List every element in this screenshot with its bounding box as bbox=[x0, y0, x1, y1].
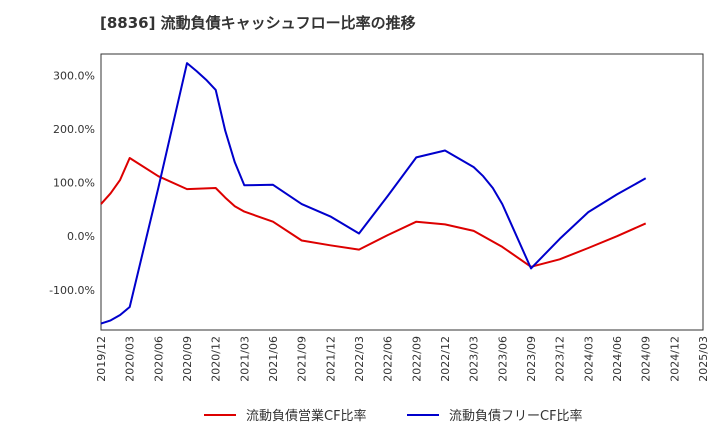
x-tick-label: 2021/12 bbox=[324, 336, 337, 382]
x-tick-label: 2022/09 bbox=[410, 336, 423, 382]
y-tick-label: 200.0% bbox=[53, 123, 95, 136]
x-tick-label: 2022/03 bbox=[353, 336, 366, 382]
x-tick-label: 2025/03 bbox=[697, 336, 710, 382]
x-tick-label: 2020/06 bbox=[152, 336, 165, 382]
x-tick-label: 2020/09 bbox=[181, 336, 194, 382]
y-tick-label: 0.0% bbox=[67, 230, 95, 243]
y-tick-label: 300.0% bbox=[53, 69, 95, 82]
series-line-0 bbox=[100, 157, 647, 268]
x-tick-label: 2021/03 bbox=[238, 336, 251, 382]
x-tick-label: 2021/09 bbox=[296, 336, 309, 382]
x-tick-label: 2024/09 bbox=[640, 336, 653, 382]
legend: 流動負債営業CF比率 流動負債フリーCF比率 bbox=[204, 408, 583, 424]
y-tick-label: 100.0% bbox=[53, 177, 95, 190]
x-tick-label: 2022/06 bbox=[382, 336, 395, 382]
x-tick-label: 2024/06 bbox=[611, 336, 624, 382]
series-lines bbox=[100, 62, 647, 325]
series-line-1 bbox=[100, 62, 647, 325]
x-tick-label: 2021/06 bbox=[267, 336, 280, 382]
chart-title: [8836] 流動負債キャッシュフロー比率の推移 bbox=[100, 14, 416, 32]
x-tick-label: 2023/12 bbox=[554, 336, 567, 382]
axes: 2019/12 2020/03 2020/06 2020/09 2020/12 2021/… bbox=[49, 53, 710, 382]
legend-label-1: 流動負債フリーCF比率 bbox=[449, 408, 583, 424]
y-tick-label: -100.0% bbox=[49, 284, 95, 297]
x-tick-label: 2024/03 bbox=[582, 336, 595, 382]
x-tick-label: 2023/09 bbox=[525, 336, 538, 382]
x-tick-label: 2024/12 bbox=[668, 336, 681, 382]
x-tick-label: 2022/12 bbox=[439, 336, 452, 382]
x-tick-label: 2020/12 bbox=[210, 336, 223, 382]
x-tick-label: 2023/06 bbox=[496, 336, 509, 382]
plot-frame bbox=[100, 53, 704, 331]
x-tick-label: 2019/12 bbox=[95, 336, 108, 382]
x-tick-label: 2020/03 bbox=[124, 336, 137, 382]
legend-label-0: 流動負債営業CF比率 bbox=[246, 408, 367, 424]
x-tick-label: 2023/03 bbox=[468, 336, 481, 382]
